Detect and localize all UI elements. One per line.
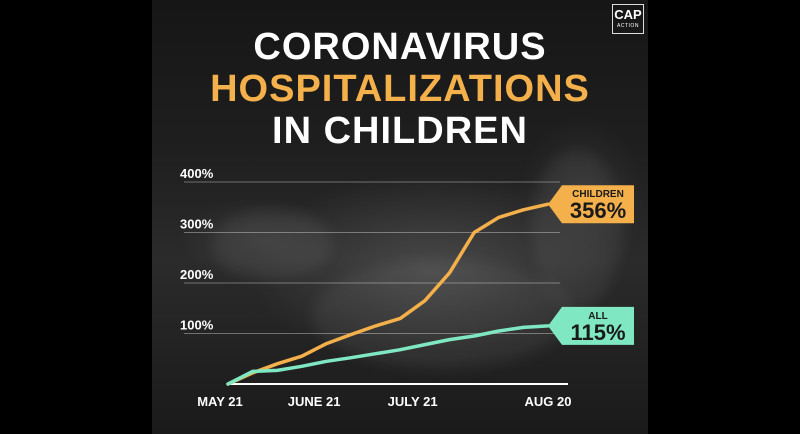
- title-line-3: IN CHILDREN: [272, 110, 528, 152]
- callout-series-value: 356%: [570, 198, 626, 223]
- title-line-2: HOSPITALIZATIONS: [210, 68, 590, 110]
- x-tick-label: AUG 20: [525, 394, 572, 409]
- x-tick-labels: MAY 21 JUNE 21 JULY 21 AUG 20: [197, 394, 571, 409]
- x-tick-label: JUNE 21: [288, 394, 341, 409]
- title-line-1: CORONAVIRUS: [253, 26, 547, 68]
- logo-sub-text: ACTION: [617, 23, 639, 29]
- x-tick-label: MAY 21: [197, 394, 243, 409]
- series-line-children: [226, 202, 550, 386]
- cap-action-logo: CAP ACTION: [612, 4, 644, 34]
- y-tick-label: 400%: [180, 166, 214, 181]
- y-tick-label: 300%: [180, 217, 214, 232]
- series-lines: [226, 202, 550, 386]
- callout-box-children: [548, 185, 634, 224]
- y-tick-label: 200%: [180, 267, 214, 282]
- y-tick-labels: 100% 200% 300% 400%: [180, 166, 214, 333]
- callout-series-name: CHILDREN: [572, 189, 624, 200]
- callout-series-name: ALL: [588, 311, 607, 322]
- callout-series-value: 115%: [570, 320, 625, 345]
- series-line-all: [226, 324, 550, 386]
- callout-box-all: [548, 306, 634, 345]
- grid-lines: [184, 181, 560, 334]
- logo-main-text: CAP: [614, 7, 642, 22]
- y-tick-label: 100%: [180, 318, 214, 333]
- x-tick-label: JULY 21: [388, 394, 438, 409]
